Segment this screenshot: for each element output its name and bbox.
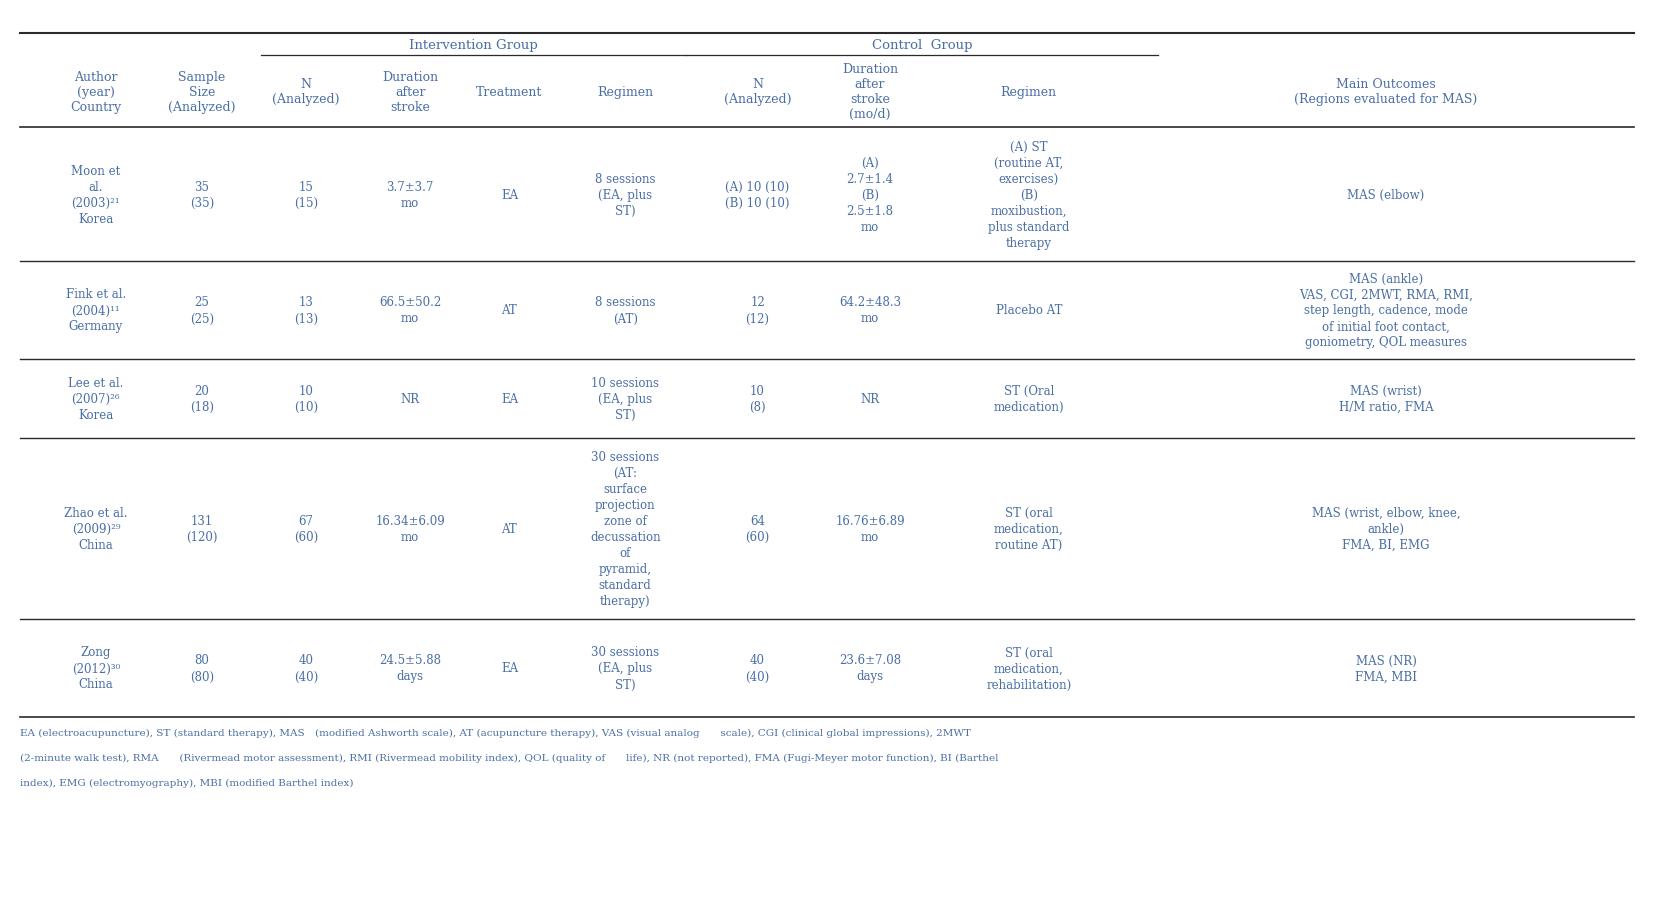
Text: MAS (ankle)
VAS, CGI, 2MWT, RMA, RMI,
step length, cadence, mode
of initial foot: MAS (ankle) VAS, CGI, 2MWT, RMA, RMI, st… bbox=[1298, 272, 1474, 349]
Text: 25
(25): 25 (25) bbox=[190, 296, 213, 325]
Text: Zong
(2012)³⁰
China: Zong (2012)³⁰ China bbox=[71, 646, 121, 691]
Text: Duration
after
stroke
(mo/d): Duration after stroke (mo/d) bbox=[842, 63, 898, 121]
Text: 64.2±48.3
mo: 64.2±48.3 mo bbox=[839, 296, 901, 325]
Text: AT: AT bbox=[501, 523, 518, 535]
Text: Duration
after
stroke: Duration after stroke bbox=[382, 70, 438, 114]
Text: (2-minute walk test), RMA  (Rivermead motor assessment), RMI (Rivermead mobility: (2-minute walk test), RMA (Rivermead mot… bbox=[20, 753, 999, 762]
Text: 35
(35): 35 (35) bbox=[190, 181, 213, 209]
Text: Lee et al.
(2007)²⁶
Korea: Lee et al. (2007)²⁶ Korea bbox=[68, 377, 124, 422]
Text: 3.7±3.7
mo: 3.7±3.7 mo bbox=[387, 181, 433, 209]
Text: EA: EA bbox=[501, 393, 518, 405]
Text: 10 sessions
(EA, plus
ST): 10 sessions (EA, plus ST) bbox=[590, 377, 660, 422]
Text: 16.76±6.89
mo: 16.76±6.89 mo bbox=[835, 515, 905, 544]
Text: Regimen: Regimen bbox=[1001, 86, 1057, 98]
Text: 8 sessions
(AT): 8 sessions (AT) bbox=[595, 296, 655, 325]
Text: 23.6±7.08
days: 23.6±7.08 days bbox=[839, 654, 901, 683]
Text: N
(Analyzed): N (Analyzed) bbox=[724, 79, 791, 106]
Text: AT: AT bbox=[501, 304, 518, 317]
Text: Zhao et al.
(2009)²⁹
China: Zhao et al. (2009)²⁹ China bbox=[65, 507, 127, 552]
Text: Treatment: Treatment bbox=[476, 86, 543, 98]
Text: Moon et
al.
(2003)²¹
Korea: Moon et al. (2003)²¹ Korea bbox=[71, 164, 121, 226]
Text: 67
(60): 67 (60) bbox=[294, 515, 318, 544]
Text: 80
(80): 80 (80) bbox=[190, 654, 213, 683]
Text: Main Outcomes
(Regions evaluated for MAS): Main Outcomes (Regions evaluated for MAS… bbox=[1295, 79, 1477, 106]
Text: 66.5±50.2
mo: 66.5±50.2 mo bbox=[379, 296, 442, 325]
Text: MAS (wrist, elbow, knee,
ankle)
FMA, BI, EMG: MAS (wrist, elbow, knee, ankle) FMA, BI,… bbox=[1312, 507, 1460, 552]
Text: Placebo AT: Placebo AT bbox=[996, 304, 1062, 317]
Text: NR: NR bbox=[860, 393, 880, 405]
Text: EA: EA bbox=[501, 662, 518, 675]
Text: 40
(40): 40 (40) bbox=[746, 654, 769, 683]
Text: MAS (NR)
FMA, MBI: MAS (NR) FMA, MBI bbox=[1355, 654, 1417, 683]
Text: (A)
2.7±1.4
(B)
2.5±1.8
mo: (A) 2.7±1.4 (B) 2.5±1.8 mo bbox=[847, 156, 893, 234]
Text: ST (oral
medication,
routine AT): ST (oral medication, routine AT) bbox=[994, 507, 1064, 552]
Text: Intervention Group: Intervention Group bbox=[410, 39, 538, 51]
Text: 64
(60): 64 (60) bbox=[746, 515, 769, 544]
Text: Fink et al.
(2004)¹¹
Germany: Fink et al. (2004)¹¹ Germany bbox=[66, 288, 126, 333]
Text: index), EMG (electromyography), MBI (modified Barthel index): index), EMG (electromyography), MBI (mod… bbox=[20, 778, 354, 787]
Text: 15
(15): 15 (15) bbox=[294, 181, 318, 209]
Text: 10
(8): 10 (8) bbox=[749, 385, 766, 414]
Text: Regimen: Regimen bbox=[597, 86, 653, 98]
Text: 40
(40): 40 (40) bbox=[294, 654, 318, 683]
Text: N
(Analyzed): N (Analyzed) bbox=[273, 79, 339, 106]
Text: 13
(13): 13 (13) bbox=[294, 296, 318, 325]
Text: EA (electroacupuncture), ST (standard therapy), MAS (modified Ashworth scale), A: EA (electroacupuncture), ST (standard th… bbox=[20, 728, 971, 737]
Text: NR: NR bbox=[400, 393, 420, 405]
Text: ST (Oral
medication): ST (Oral medication) bbox=[994, 385, 1064, 414]
Text: MAS (wrist)
H/M ratio, FMA: MAS (wrist) H/M ratio, FMA bbox=[1338, 385, 1434, 414]
Text: Control  Group: Control Group bbox=[872, 39, 973, 51]
Text: Sample
Size
(Analyzed): Sample Size (Analyzed) bbox=[169, 70, 235, 114]
Text: Author
(year)
Country: Author (year) Country bbox=[71, 70, 121, 114]
Text: (A) 10 (10)
(B) 10 (10): (A) 10 (10) (B) 10 (10) bbox=[726, 181, 789, 209]
Text: 16.34±6.09
mo: 16.34±6.09 mo bbox=[375, 515, 445, 544]
Text: EA: EA bbox=[501, 189, 518, 201]
Text: ST (oral
medication,
rehabilitation): ST (oral medication, rehabilitation) bbox=[986, 646, 1072, 691]
Text: 30 sessions
(AT:
surface
projection
zone of
decussation
of
pyramid,
standard
the: 30 sessions (AT: surface projection zone… bbox=[590, 451, 660, 608]
Text: 131
(120): 131 (120) bbox=[185, 515, 218, 544]
Text: 30 sessions
(EA, plus
ST): 30 sessions (EA, plus ST) bbox=[590, 646, 660, 691]
Text: 10
(10): 10 (10) bbox=[294, 385, 318, 414]
Text: 20
(18): 20 (18) bbox=[190, 385, 213, 414]
Text: 24.5±5.88
days: 24.5±5.88 days bbox=[379, 654, 442, 683]
Text: MAS (elbow): MAS (elbow) bbox=[1348, 189, 1424, 201]
Text: 8 sessions
(EA, plus
ST): 8 sessions (EA, plus ST) bbox=[595, 172, 655, 218]
Text: (A) ST
(routine AT,
exercises)
(B)
moxibustion,
plus standard
therapy: (A) ST (routine AT, exercises) (B) moxib… bbox=[987, 141, 1070, 249]
Text: 12
(12): 12 (12) bbox=[746, 296, 769, 325]
